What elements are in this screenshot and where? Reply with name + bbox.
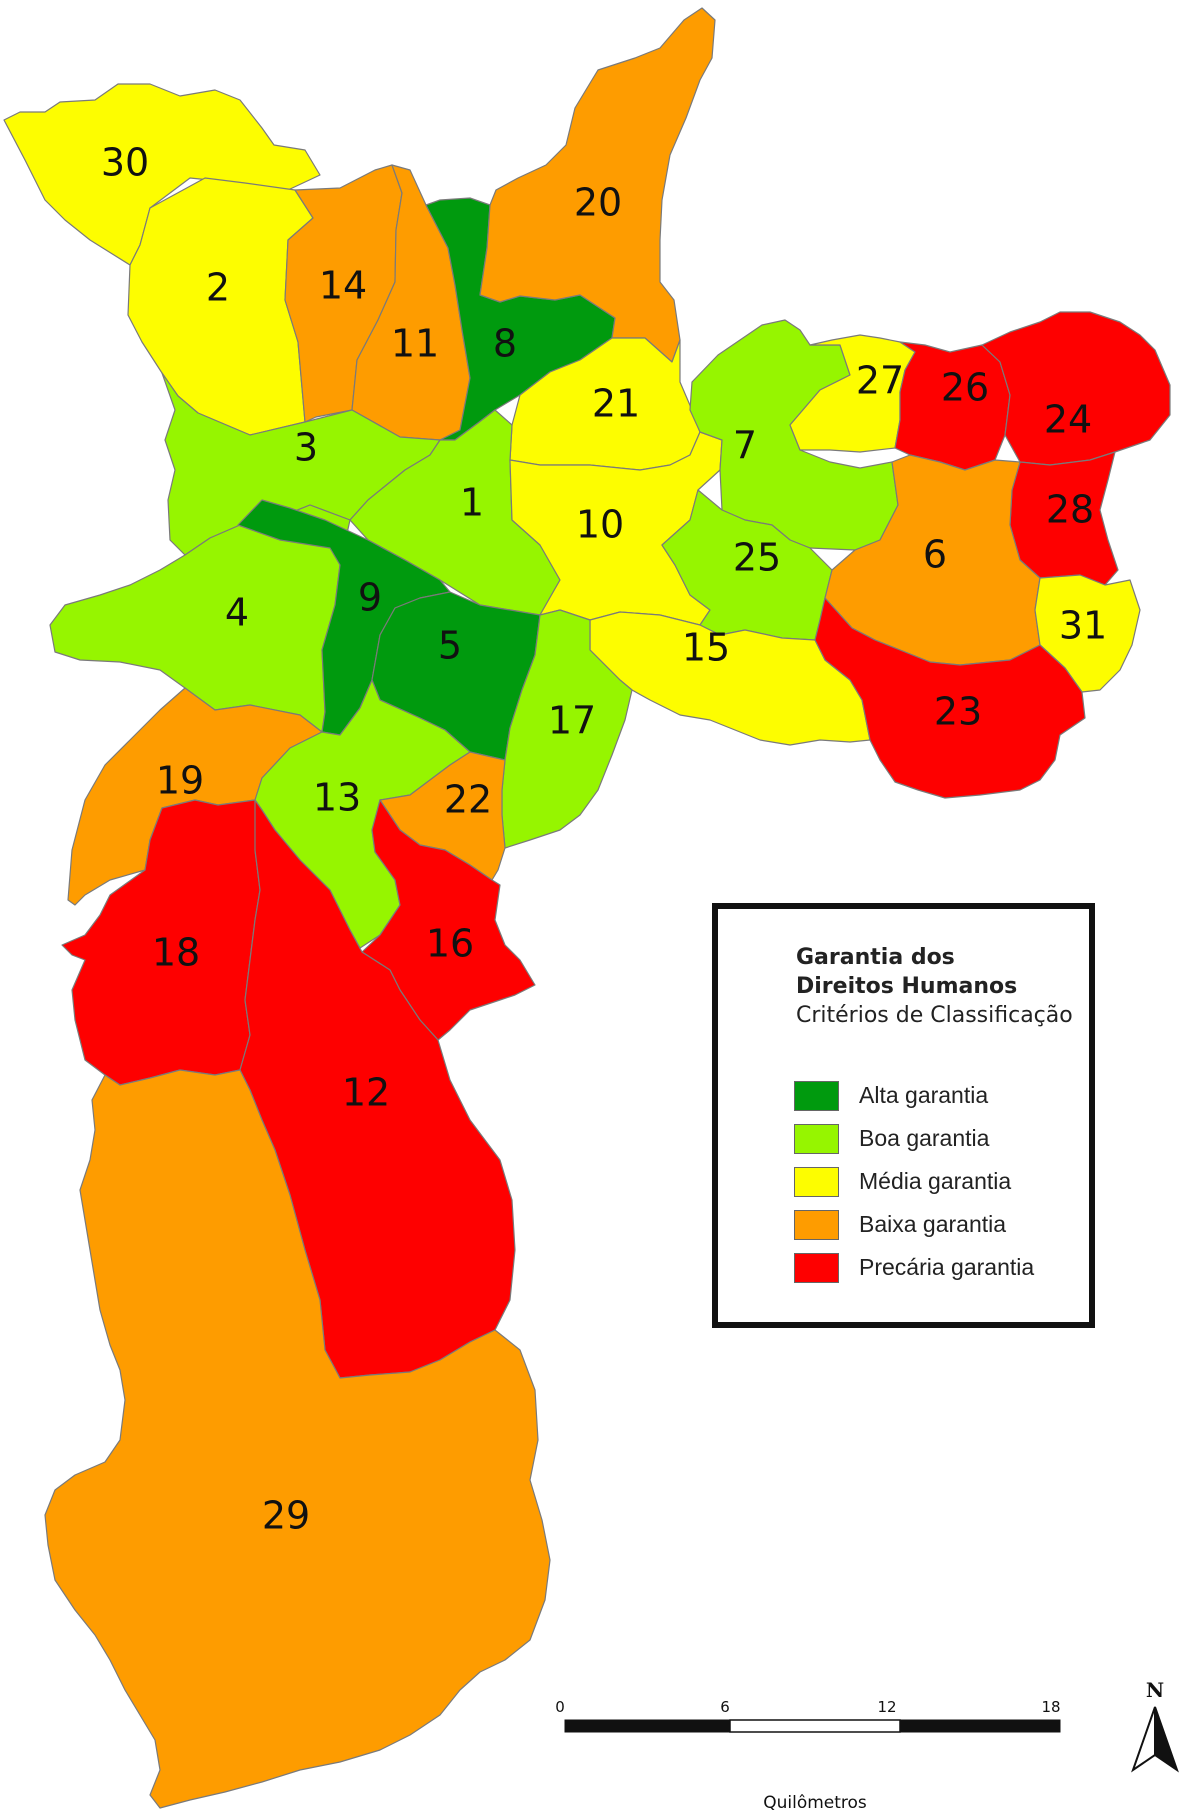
legend-swatch	[794, 1080, 839, 1111]
region-label-31: 31	[1059, 604, 1107, 648]
legend-label: Alta garantia	[859, 1082, 989, 1108]
legend-label: Média garantia	[859, 1168, 1012, 1194]
region-17[interactable]	[501, 609, 633, 849]
legend-item: Precária garantia	[794, 1246, 1034, 1289]
legend-swatch	[794, 1123, 839, 1154]
region-label-18: 18	[152, 931, 200, 975]
legend-subtitle: Critérios de Classificação	[796, 1003, 1073, 1028]
region-label-1: 1	[460, 481, 484, 525]
legend-item: Média garantia	[794, 1160, 1034, 1203]
region-label-16: 16	[426, 922, 474, 966]
north-arrow-icon: N	[1131, 1678, 1179, 1773]
region-label-26: 26	[941, 366, 989, 410]
scale-tick-label: 18	[1041, 1698, 1060, 1716]
north-letter: N	[1146, 1678, 1164, 1702]
region-label-20: 20	[574, 181, 622, 225]
region-label-28: 28	[1046, 488, 1094, 532]
scale-tick-label: 6	[720, 1698, 730, 1716]
region-label-6: 6	[923, 533, 947, 577]
scale-segment-2	[729, 1719, 901, 1733]
region-label-3: 3	[294, 426, 318, 470]
region-label-8: 8	[493, 322, 517, 366]
region-label-7: 7	[733, 424, 757, 468]
scale-tick-label: 0	[555, 1698, 565, 1716]
region-20[interactable]	[479, 7, 716, 363]
region-label-2: 2	[206, 266, 230, 310]
legend-items: Alta garantia Boa garantia Média garanti…	[794, 1074, 1034, 1289]
region-label-24: 24	[1044, 398, 1092, 442]
legend-item: Alta garantia	[794, 1074, 1034, 1117]
region-label-25: 25	[733, 536, 781, 580]
scale-bar: 0 6 12 18 Quilômetros	[555, 1698, 1060, 1813]
region-label-14: 14	[319, 264, 367, 308]
region-29[interactable]	[44, 1069, 551, 1809]
region-label-15: 15	[682, 626, 730, 670]
legend-swatch	[794, 1166, 839, 1197]
scale-tick-label: 12	[877, 1698, 896, 1716]
scale-segment-3	[899, 1719, 1061, 1733]
legend-swatch	[794, 1209, 839, 1240]
region-label-21: 21	[592, 382, 640, 426]
region-label-30: 30	[101, 141, 149, 185]
region-label-27: 27	[856, 359, 904, 403]
legend-title: Garantia dos Direitos Humanos	[796, 945, 1018, 999]
legend-item: Baixa garantia	[794, 1203, 1034, 1246]
scale-segment-1	[564, 1719, 731, 1733]
region-label-9: 9	[358, 576, 382, 620]
legend: Garantia dos Direitos Humanos Critérios …	[712, 903, 1095, 1328]
legend-label: Baixa garantia	[859, 1211, 1007, 1237]
region-label-29: 29	[262, 1494, 310, 1538]
region-label-23: 23	[934, 690, 982, 734]
region-24[interactable]	[981, 311, 1171, 466]
region-label-11: 11	[391, 322, 439, 366]
region-label-13: 13	[313, 776, 361, 820]
region-label-12: 12	[342, 1071, 390, 1115]
scale-unit-label: Quilômetros	[763, 1793, 867, 1813]
region-label-19: 19	[156, 759, 204, 803]
region-30[interactable]	[3, 83, 321, 266]
legend-item: Boa garantia	[794, 1117, 1034, 1160]
region-label-22: 22	[444, 778, 492, 822]
region-23[interactable]	[814, 597, 1086, 799]
region-label-4: 4	[225, 591, 249, 635]
legend-label: Precária garantia	[859, 1254, 1035, 1280]
region-label-10: 10	[576, 503, 624, 547]
legend-swatch	[794, 1252, 839, 1283]
legend-label: Boa garantia	[859, 1125, 990, 1151]
region-label-17: 17	[548, 699, 596, 743]
region-label-5: 5	[438, 624, 462, 668]
